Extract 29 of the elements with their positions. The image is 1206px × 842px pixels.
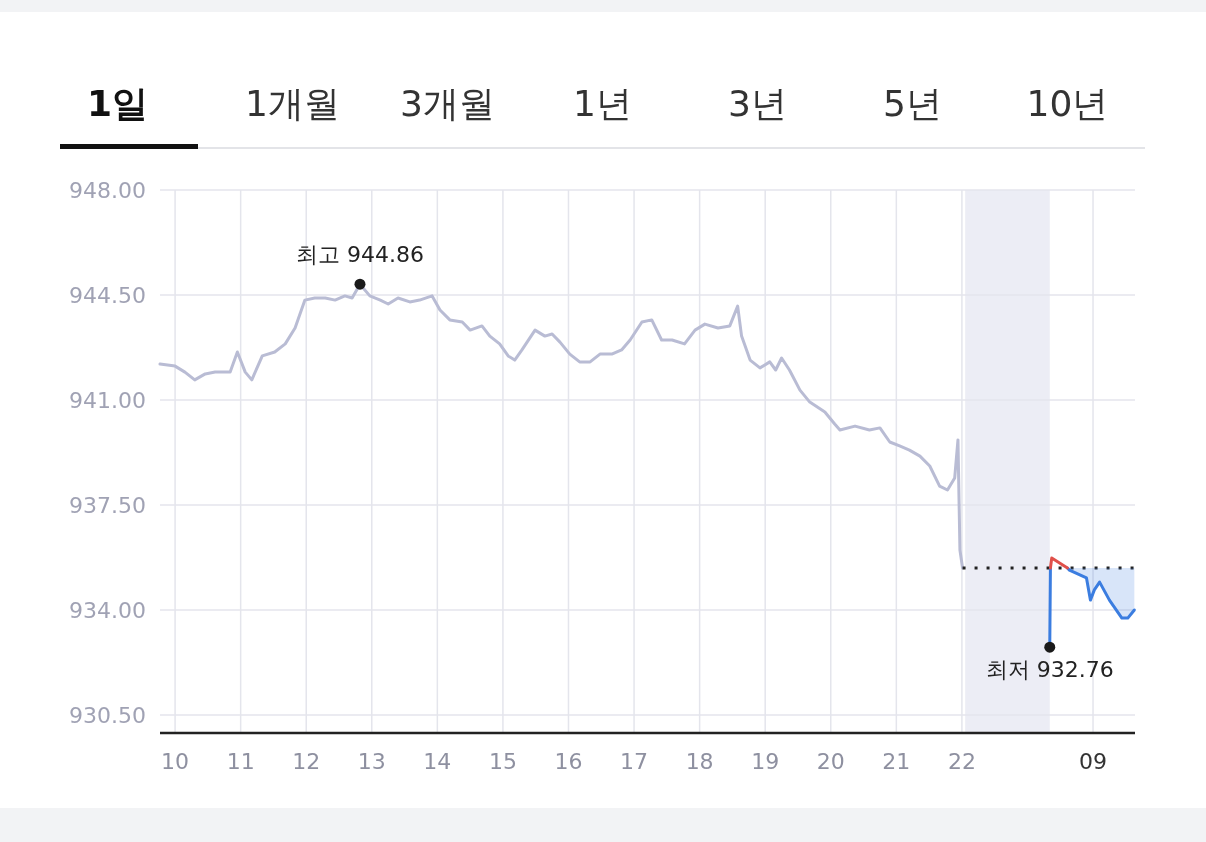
- x-tick-label: 19: [751, 749, 780, 774]
- x-tick-label: 12: [292, 749, 321, 774]
- y-tick-label: 944.50: [69, 283, 146, 308]
- text: 1년: [573, 83, 632, 124]
- x-tick-label: 11: [226, 749, 255, 774]
- x-tick-label: 17: [620, 749, 649, 774]
- x-tick-label: 21: [882, 749, 911, 774]
- x-tick-label: 20: [816, 749, 845, 774]
- text: 3개월: [400, 83, 495, 124]
- text: 10년: [1026, 83, 1109, 124]
- x-tick-label: 10: [161, 749, 190, 774]
- annotation: 최고 944.86: [295, 242, 424, 268]
- text: 1개월: [245, 83, 340, 124]
- y-tick-label: 934.00: [69, 598, 146, 623]
- text: 5년: [883, 83, 942, 124]
- text: 3년: [728, 83, 787, 124]
- y-tick-label: 937.50: [69, 493, 146, 518]
- x-tick-label: 14: [423, 749, 452, 774]
- x-tick-label: 22: [947, 749, 976, 774]
- annotation: 최저 932.76: [985, 657, 1114, 683]
- y-tick-label: 948.00: [69, 178, 146, 203]
- text: 1일: [86, 83, 149, 124]
- x-tick-label: 18: [685, 749, 714, 774]
- text: 09: [1079, 749, 1108, 774]
- x-tick-label: 15: [488, 749, 517, 774]
- y-tick-label: 941.00: [69, 388, 146, 413]
- x-tick-label: 16: [554, 749, 583, 774]
- y-tick-label: 930.50: [69, 703, 146, 728]
- x-tick-label: 13: [357, 749, 386, 774]
